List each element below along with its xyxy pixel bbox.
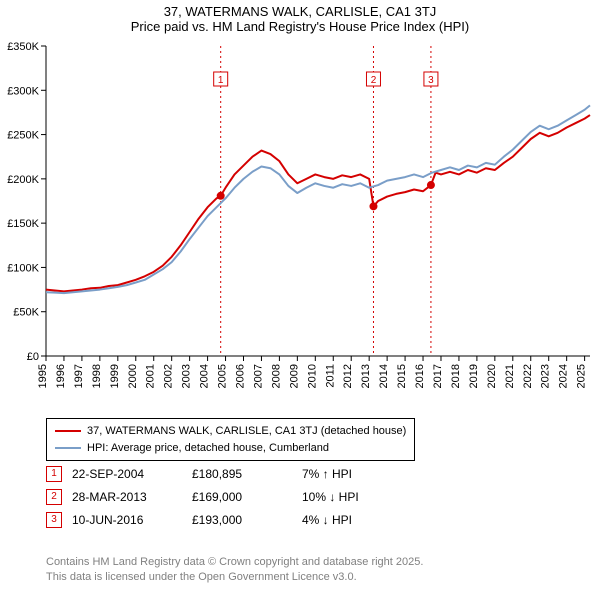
legend-label: 37, WATERMANS WALK, CARLISLE, CA1 3TJ (d… <box>87 423 406 440</box>
chart-title-address: 37, WATERMANS WALK, CARLISLE, CA1 3TJ <box>0 4 600 19</box>
svg-text:3: 3 <box>428 75 434 86</box>
svg-text:2022: 2022 <box>522 364 534 388</box>
svg-text:£0: £0 <box>27 351 39 363</box>
svg-text:2000: 2000 <box>127 364 139 388</box>
svg-text:£350K: £350K <box>7 41 39 53</box>
svg-text:1999: 1999 <box>109 364 121 388</box>
svg-text:2024: 2024 <box>558 364 570 388</box>
svg-text:2020: 2020 <box>486 364 498 388</box>
svg-text:1996: 1996 <box>55 364 67 388</box>
svg-text:2019: 2019 <box>468 364 480 388</box>
svg-text:2008: 2008 <box>270 364 282 388</box>
legend-swatch <box>55 447 81 449</box>
svg-text:£150K: £150K <box>7 218 39 230</box>
legend-item: 37, WATERMANS WALK, CARLISLE, CA1 3TJ (d… <box>55 423 406 440</box>
svg-text:2007: 2007 <box>252 364 264 388</box>
svg-text:2009: 2009 <box>288 364 300 388</box>
svg-text:2: 2 <box>371 75 377 86</box>
svg-text:2001: 2001 <box>145 364 157 388</box>
svg-text:£300K: £300K <box>7 85 39 97</box>
event-delta: 4% ↓ HPI <box>302 508 369 531</box>
svg-text:1997: 1997 <box>73 364 85 388</box>
event-marker-icon: 3 <box>46 512 62 528</box>
attribution-line: This data is licensed under the Open Gov… <box>46 570 423 584</box>
event-price: £180,895 <box>192 462 302 485</box>
svg-text:1998: 1998 <box>91 364 103 388</box>
legend: 37, WATERMANS WALK, CARLISLE, CA1 3TJ (d… <box>46 418 415 461</box>
event-date: 10-JUN-2016 <box>72 508 192 531</box>
event-date: 22-SEP-2004 <box>72 462 192 485</box>
svg-text:2014: 2014 <box>378 364 390 388</box>
event-row: 1 22-SEP-2004 £180,895 7% ↑ HPI <box>46 462 369 485</box>
svg-text:2012: 2012 <box>342 364 354 388</box>
svg-text:2010: 2010 <box>306 364 318 388</box>
svg-text:2015: 2015 <box>396 364 408 388</box>
svg-text:£100K: £100K <box>7 262 39 274</box>
event-row: 3 10-JUN-2016 £193,000 4% ↓ HPI <box>46 508 369 531</box>
svg-text:2002: 2002 <box>163 364 175 388</box>
chart-area: £0 £50K £100K £150K £200K £250K £300K £350K 1995… <box>0 40 600 414</box>
attribution-text: Contains HM Land Registry data © Crown c… <box>46 555 423 584</box>
legend-swatch <box>55 430 81 432</box>
svg-text:2021: 2021 <box>504 364 516 388</box>
event-delta: 7% ↑ HPI <box>302 462 369 485</box>
legend-label: HPI: Average price, detached house, Cumb… <box>87 440 329 457</box>
svg-text:1995: 1995 <box>37 364 49 388</box>
svg-text:2017: 2017 <box>432 364 444 388</box>
event-date: 28-MAR-2013 <box>72 485 192 508</box>
svg-text:2011: 2011 <box>324 364 336 388</box>
svg-text:2023: 2023 <box>540 364 552 388</box>
attribution-line: Contains HM Land Registry data © Crown c… <box>46 555 423 569</box>
svg-text:2016: 2016 <box>414 364 426 388</box>
event-delta: 10% ↓ HPI <box>302 485 369 508</box>
svg-text:£50K: £50K <box>13 307 39 319</box>
svg-text:2003: 2003 <box>181 364 193 388</box>
svg-text:1: 1 <box>218 75 224 86</box>
chart-title-subtitle: Price paid vs. HM Land Registry's House … <box>0 19 600 34</box>
sale-events-table: 1 22-SEP-2004 £180,895 7% ↑ HPI 2 28-MAR… <box>46 462 369 531</box>
event-price: £169,000 <box>192 485 302 508</box>
svg-text:2025: 2025 <box>576 364 588 388</box>
svg-text:2005: 2005 <box>217 364 229 388</box>
event-price: £193,000 <box>192 508 302 531</box>
svg-text:2004: 2004 <box>199 364 211 388</box>
svg-text:2018: 2018 <box>450 364 462 388</box>
event-marker-icon: 1 <box>46 466 62 482</box>
svg-text:2013: 2013 <box>360 364 372 388</box>
event-marker-icon: 2 <box>46 489 62 505</box>
legend-item: HPI: Average price, detached house, Cumb… <box>55 440 406 457</box>
svg-text:£200K: £200K <box>7 174 39 186</box>
line-chart: £0 £50K £100K £150K £200K £250K £300K £350K 1995… <box>0 40 600 414</box>
svg-text:£250K: £250K <box>7 130 39 142</box>
svg-text:2006: 2006 <box>234 364 246 388</box>
event-row: 2 28-MAR-2013 £169,000 10% ↓ HPI <box>46 485 369 508</box>
